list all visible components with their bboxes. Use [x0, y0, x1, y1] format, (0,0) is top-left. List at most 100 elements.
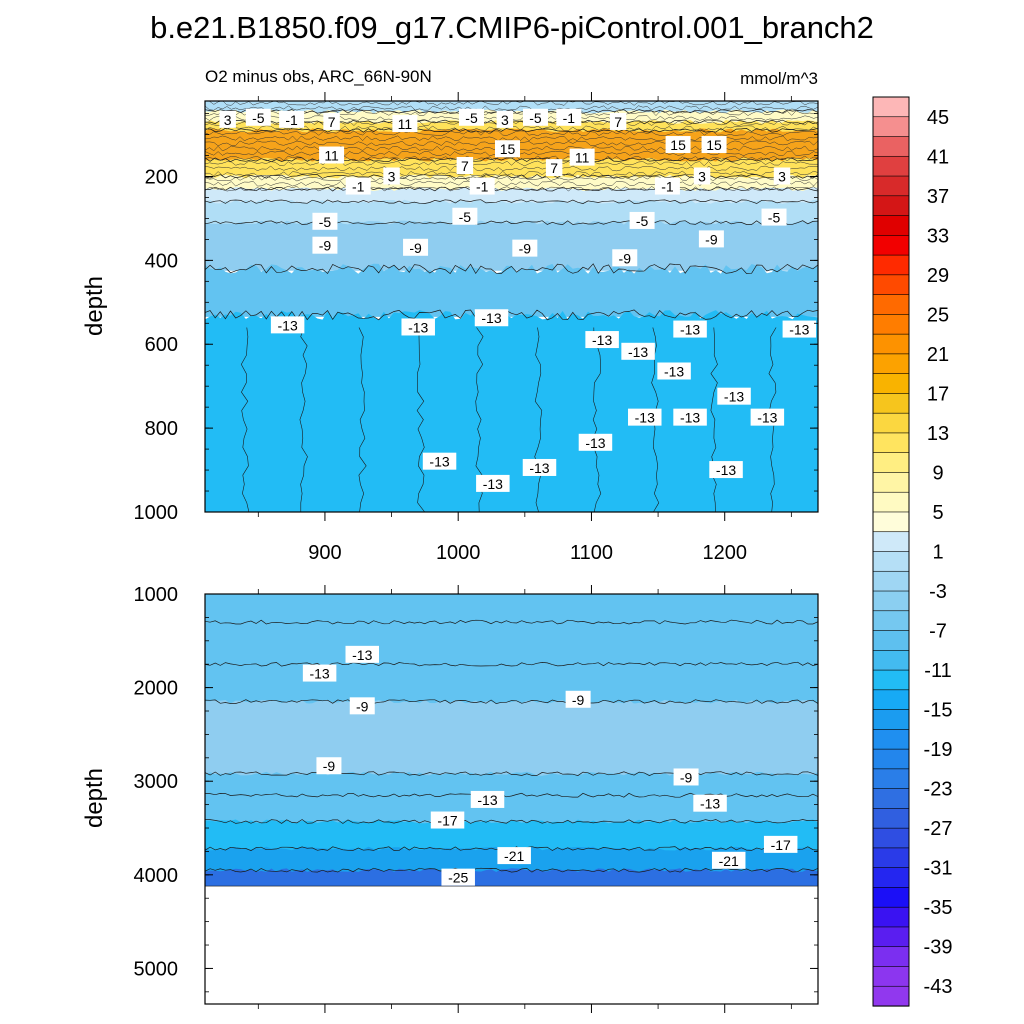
colorbar-label: 17: [927, 383, 949, 405]
contour-label: -13: [621, 342, 655, 360]
contour-label: -13: [709, 461, 743, 479]
contour-label-text: 11: [398, 116, 413, 132]
contour-label-box: [545, 159, 563, 177]
contour-label: -13: [782, 320, 817, 338]
contour-line: [205, 199, 818, 204]
contour-band: [205, 310, 818, 512]
contour-label-text: -9: [572, 692, 585, 708]
contour-label-text: 11: [575, 150, 590, 166]
contour-label: -13: [750, 408, 785, 426]
contour-label-text: -9: [323, 758, 336, 774]
contour-label-text: -5: [319, 214, 332, 230]
contour-label-box: [612, 249, 638, 267]
contour-line: [205, 263, 818, 275]
colorbar-swatch: [872, 808, 910, 829]
y-tick-label: 400: [145, 250, 178, 272]
contour-label-box: [312, 236, 338, 254]
contour-line: [205, 220, 818, 225]
contour-label: -13: [422, 452, 457, 470]
contour-label-box: [628, 408, 662, 426]
colorbar-label: 9: [932, 462, 943, 484]
contour-label-box: [441, 868, 475, 886]
colorbar-swatch: [872, 314, 910, 335]
contour-label: -5: [522, 108, 548, 126]
contour-band: [205, 220, 818, 271]
contour-label-text: -9: [356, 698, 369, 714]
contour-label-box: [556, 108, 582, 126]
colorbar-swatch: [872, 491, 910, 513]
contour-label-box: [219, 110, 236, 128]
contour-label-box: [497, 847, 531, 865]
contour-label: 3: [773, 167, 791, 185]
contour-label-box: [565, 690, 591, 708]
contour-label-box: [383, 167, 400, 185]
contour-label: 7: [323, 112, 340, 130]
contour-label-box: [345, 177, 371, 195]
contour-label-box: [459, 108, 485, 126]
contour-label: -13: [345, 645, 379, 663]
contour-label-text: -17: [437, 813, 457, 829]
contour-label-text: 7: [461, 158, 469, 174]
contour-line: [205, 867, 818, 873]
contour-label-text: -13: [592, 332, 612, 348]
contour-label-text: -9: [319, 238, 332, 254]
colorbar-swatch: [872, 650, 910, 671]
lower-plot-frame: [204, 593, 819, 1005]
contour-label-box: [470, 790, 505, 808]
contour-line: [710, 327, 718, 512]
contour-line: [205, 819, 818, 824]
contour-label-box: [403, 238, 429, 256]
contour-label-text: 3: [224, 112, 232, 128]
contour-label: -9: [312, 236, 338, 254]
colorbar-label: -27: [924, 818, 953, 840]
colorbar-swatch: [872, 669, 910, 691]
colorbar-swatch: [872, 175, 910, 197]
contour-label: -13: [302, 664, 337, 682]
contour-label: -13: [470, 790, 505, 808]
contour-label-box: [316, 757, 342, 775]
contour-label-box: [657, 362, 691, 380]
colorbar-swatch: [872, 946, 910, 968]
contour-line: [205, 186, 818, 192]
contour-label-box: [452, 207, 478, 225]
contour-label: -1: [556, 108, 582, 126]
contour-label: -13: [585, 331, 619, 349]
contour-label-box: [621, 342, 655, 360]
contour-line: [416, 327, 425, 512]
contour-label-box: [512, 239, 538, 257]
contour-band: [205, 157, 818, 179]
colorbar-swatch: [872, 748, 910, 770]
contour-label-text: -13: [664, 364, 684, 380]
contour-label: -13: [693, 794, 727, 812]
contour-label: -13: [522, 458, 557, 476]
contour-label-text: -13: [635, 410, 655, 426]
contour-label-text: -5: [529, 110, 542, 126]
lower-contour-labels: -13 -13 -9 -9 -9 -9 -13 -13 -17 -17 -21 -21 -25: [302, 645, 798, 886]
contour-label-box: [279, 110, 305, 128]
contour-label-text: 3: [388, 168, 396, 184]
contour-label-text: -5: [768, 210, 781, 226]
contour-band: [205, 594, 818, 625]
contour-label: 15: [701, 136, 727, 154]
contour-label-box: [673, 408, 707, 426]
contour-label-box: [763, 835, 798, 853]
contour-label-box: [302, 664, 337, 682]
contour-band: [205, 263, 818, 317]
contour-label-box: [578, 433, 613, 451]
contour-label-box: [476, 474, 510, 492]
colorbar-swatch: [872, 551, 910, 572]
colorbar-label: 41: [927, 146, 949, 168]
lower-panel: -13 -13 -9 -9 -9 -9 -13 -13 -17 -17 -21 -21 -25 1000…: [81, 584, 819, 1013]
colorbar-label: 21: [927, 344, 949, 366]
contour-label-text: -1: [352, 179, 365, 195]
contour-label: 15: [665, 136, 691, 154]
colorbar-swatch: [872, 235, 910, 256]
contour-label: -21: [711, 851, 746, 869]
contour-label-text: 7: [614, 114, 622, 130]
contour-label: -1: [469, 177, 495, 195]
colorbar-swatch: [872, 729, 910, 750]
y-tick-label: 1000: [134, 584, 179, 606]
colorbar-swatch: [872, 847, 910, 869]
contour-band: [205, 819, 818, 851]
colorbar-label: 5: [932, 502, 943, 524]
